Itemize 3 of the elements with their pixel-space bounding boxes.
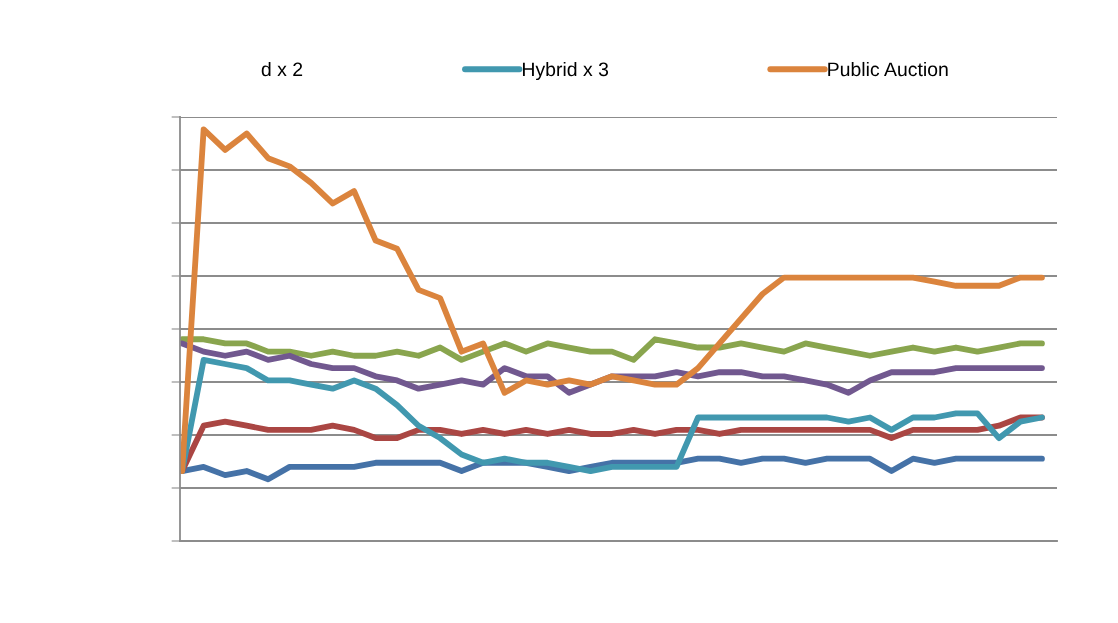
legend-label: Public Auction — [828, 61, 948, 77]
legend-label: Hybrid x 3 — [522, 61, 609, 81]
text: d x 2 — [261, 61, 303, 77]
